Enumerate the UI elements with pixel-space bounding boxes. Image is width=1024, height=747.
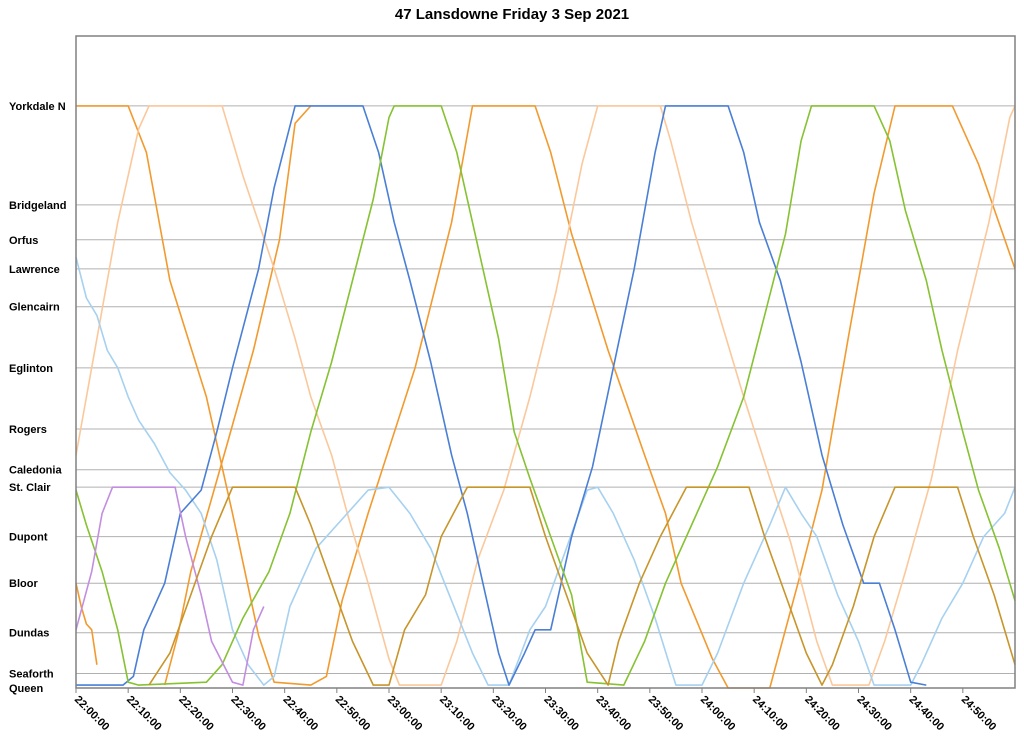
- trip-line-8: [148, 486, 1016, 686]
- time-labels: 22:00:00 22:10:00 22:20:00 22:30:00 22:40:00…: [72, 688, 998, 733]
- stop-label: Bloor: [9, 578, 38, 590]
- trip-lines: [75, 105, 1016, 689]
- stop-label: Rogers: [9, 424, 47, 436]
- stop-label: Lawrence: [9, 264, 60, 276]
- stop-label: Glencairn: [9, 302, 60, 314]
- plot-area-frame: [75, 35, 1016, 689]
- stop-label: Caledonia: [9, 465, 62, 477]
- x-tick-label: 22:30:00: [228, 694, 268, 734]
- x-tick-label: 24:00:00: [698, 694, 738, 734]
- stop-label: Queen: [9, 683, 44, 695]
- x-tick-label: 23:10:00: [437, 694, 477, 734]
- chart-title: 47 Lansdowne Friday 3 Sep 2021: [394, 6, 630, 23]
- x-tick-label: 22:20:00: [176, 694, 216, 734]
- x-tick-label: 23:50:00: [646, 694, 686, 734]
- stop-label: Yorkdale N: [9, 101, 66, 113]
- x-tick-label: 24:40:00: [907, 694, 947, 734]
- x-tick-label: 22:00:00: [72, 694, 112, 734]
- trip-line-0: [76, 105, 1016, 689]
- stop-labels: Yorkdale N Bridgeland Orfus Lawrence Glencai…: [9, 101, 66, 695]
- trip-line-2: [163, 105, 312, 686]
- stop-label: Orfus: [9, 235, 38, 247]
- x-tick-label: 23:30:00: [541, 694, 581, 734]
- x-tick-label: 22:40:00: [281, 694, 321, 734]
- stop-label: Eglinton: [9, 363, 53, 375]
- stop-label: Seaforth: [9, 668, 54, 680]
- stop-label: Dupont: [9, 532, 48, 544]
- stop-label: Dundas: [9, 628, 49, 640]
- trip-line-3: [75, 105, 1016, 686]
- stop-label: St. Clair: [9, 482, 51, 494]
- x-tick-label: 24:30:00: [854, 694, 894, 734]
- trip-line-4: [75, 257, 1016, 686]
- x-tick-label: 22:10:00: [124, 694, 164, 734]
- trip-line-7: [75, 486, 265, 686]
- trip-line-1: [75, 583, 98, 665]
- stop-label: Bridgeland: [9, 200, 66, 212]
- x-tick-label: 23:00:00: [385, 694, 425, 734]
- x-tick-label: 23:20:00: [489, 694, 529, 734]
- trip-line-5: [76, 105, 927, 686]
- x-tick-label: 22:50:00: [333, 694, 373, 734]
- x-tick-label: 24:50:00: [959, 694, 999, 734]
- x-tick-label: 24:20:00: [802, 694, 842, 734]
- trip-line-6: [75, 105, 1016, 686]
- x-tick-label: 24:10:00: [750, 694, 790, 734]
- x-tick-label: 23:40:00: [594, 694, 634, 734]
